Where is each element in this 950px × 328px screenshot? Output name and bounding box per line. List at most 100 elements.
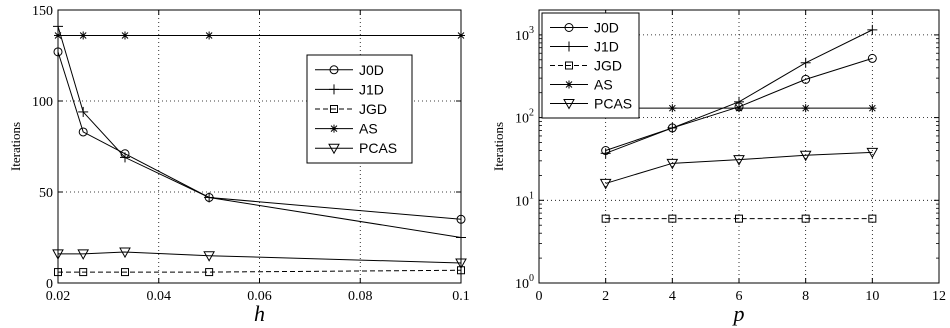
legend-marker	[329, 65, 339, 75]
legend-marker	[330, 124, 338, 133]
data-point	[54, 31, 62, 40]
x-tick-label: 12	[932, 289, 946, 304]
data-point	[735, 104, 743, 113]
series-jgd	[54, 266, 465, 277]
x-tick-label: 8	[802, 289, 809, 304]
series-as	[601, 104, 877, 113]
data-point	[735, 214, 743, 223]
data-point	[205, 268, 214, 277]
legend-marker	[328, 143, 340, 155]
x-tick-label: 4	[669, 289, 676, 304]
data-point	[54, 268, 62, 277]
data-point	[600, 148, 611, 159]
legend-marker	[330, 105, 338, 113]
series-line	[58, 269, 462, 273]
legend-item: J0D	[315, 62, 384, 78]
legend-item: PCAS	[550, 96, 632, 112]
legend-label: PCAS	[359, 140, 397, 156]
data-point	[119, 247, 131, 259]
chart-1: 0.02 0.04 0.06 0.08 0.1 0 50 100 150 h Iterations J…	[8, 4, 470, 326]
series-line	[58, 251, 462, 264]
data-point	[666, 158, 679, 170]
data-point	[799, 150, 812, 162]
legend-label: JGD	[594, 58, 622, 74]
data-point	[204, 192, 215, 203]
data-point	[120, 31, 129, 40]
data-point	[79, 31, 88, 40]
legend-label: J1D	[359, 81, 384, 97]
y-tick-label: 102	[515, 108, 534, 127]
y-axis-label: Iterations	[8, 122, 23, 171]
data-point	[52, 249, 64, 260]
series-line	[605, 151, 873, 184]
data-point	[801, 74, 811, 84]
legend: J0D J1D JGD AS PCAS	[306, 54, 413, 164]
data-point	[801, 214, 810, 223]
legend-label: J1D	[594, 39, 619, 55]
legend-label: AS	[594, 77, 613, 93]
legend-marker	[329, 84, 339, 95]
legend-label: AS	[359, 121, 378, 137]
y-tick-label: 100	[515, 273, 534, 292]
data-point	[868, 214, 877, 223]
data-point	[599, 178, 612, 190]
data-point	[78, 127, 88, 137]
legend-label: J0D	[359, 62, 384, 78]
series-j1d	[600, 24, 878, 159]
chart-2: 0 2 4 6 8 10 12 100 101 102 103 p Iterations J0D J1D JG…	[491, 9, 946, 326]
legend-item: J1D	[315, 81, 384, 97]
series-j1d	[53, 21, 466, 243]
data-point	[866, 147, 879, 159]
data-point	[456, 232, 466, 243]
x-tick-label: 10	[865, 289, 879, 304]
legend-item: J1D	[550, 39, 619, 55]
legend-label: J0D	[594, 20, 619, 36]
legend-item: JGD	[550, 58, 622, 74]
data-point	[79, 268, 88, 277]
series-as	[54, 31, 465, 40]
legend-marker	[563, 99, 575, 110]
legend-marker	[565, 61, 573, 70]
x-axis-label: h	[254, 301, 265, 326]
y-tick-label: 103	[515, 25, 534, 44]
x-tick-label: 0.1	[452, 289, 470, 304]
x-tick-label: 0.06	[247, 289, 272, 304]
data-point	[53, 47, 63, 57]
legend-item: PCAS	[315, 140, 397, 156]
y-tick-label: 100	[32, 95, 53, 110]
legend-item: AS	[315, 121, 378, 137]
x-tick-label: 6	[736, 289, 743, 304]
y-tick-label: 0	[46, 277, 53, 292]
data-point	[457, 31, 465, 40]
y-tick-label: 101	[515, 190, 534, 209]
x-axis-label: p	[732, 301, 745, 326]
series-pcas	[52, 247, 467, 270]
series-jgd	[601, 214, 877, 223]
data-point	[868, 104, 877, 113]
data-point	[867, 53, 877, 63]
data-point	[120, 268, 129, 277]
data-point	[455, 258, 467, 270]
series-pcas	[599, 147, 879, 190]
y-tick-label: 150	[32, 4, 53, 19]
data-point	[667, 122, 678, 133]
data-point	[205, 31, 214, 40]
legend-label: JGD	[359, 101, 387, 117]
legend-label: PCAS	[594, 96, 632, 112]
legend-marker	[565, 80, 573, 89]
data-point	[119, 152, 130, 163]
data-point	[801, 104, 810, 113]
legend: J0D J1D JGD AS PCAS	[541, 12, 640, 119]
data-point	[53, 21, 63, 32]
data-point	[78, 106, 89, 117]
data-point	[668, 214, 677, 223]
data-point	[733, 155, 745, 166]
data-point	[601, 214, 610, 223]
legend-item: AS	[550, 77, 613, 93]
legend-item: J0D	[550, 20, 619, 36]
y-tick-label: 50	[39, 186, 53, 201]
x-tick-label: 0.02	[46, 289, 71, 304]
data-point	[203, 251, 215, 262]
data-point	[668, 104, 677, 113]
data-point	[77, 249, 90, 260]
